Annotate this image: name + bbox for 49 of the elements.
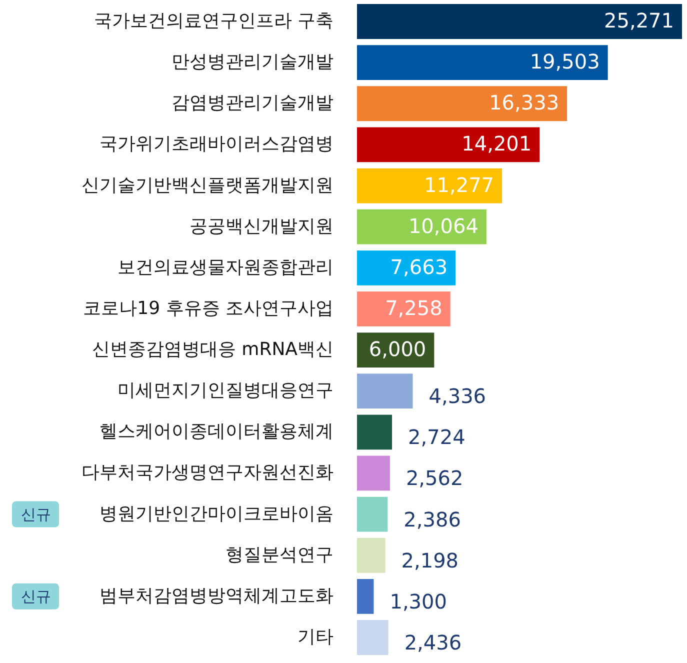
bar	[357, 250, 456, 286]
bar	[357, 456, 390, 491]
bar	[357, 374, 413, 409]
data-label: 2,198	[401, 548, 459, 572]
y-tick-label: 코로나19 후유증 조사연구사업	[83, 298, 334, 319]
y-tick-label: 신기술기반백신플랫폼개발지원	[82, 174, 334, 196]
text: 신규	[21, 505, 51, 524]
y-tick-label: 형질분석연구	[226, 544, 334, 566]
bar	[357, 4, 682, 39]
bar	[357, 496, 388, 532]
data-label: 11,277	[424, 172, 494, 197]
y-tick-label: 국가보건의료연구인프라 구축	[94, 10, 334, 32]
data-label: 7,663	[390, 254, 448, 279]
data-label: 2,436	[404, 630, 462, 654]
bar	[357, 292, 450, 326]
y-tick-label: 신변종감염병대응 mRNA백신	[92, 339, 334, 360]
bar	[357, 414, 392, 450]
bar	[357, 620, 388, 655]
bar	[357, 86, 568, 122]
data-label: 25,271	[604, 8, 674, 33]
y-tick-label: 미세먼지기인질병대응연구	[118, 380, 334, 402]
data-label: 14,201	[462, 132, 532, 156]
y-tick-label: 기타	[298, 626, 334, 648]
bar	[357, 127, 540, 162]
data-label: 6,000	[368, 337, 426, 362]
y-tick-label: 감염병관리기술개발	[172, 92, 334, 114]
bar	[357, 45, 608, 80]
bar	[357, 168, 502, 204]
data-label: 2,724	[408, 425, 466, 450]
y-tick-label: 만성병관리기술개발	[172, 52, 334, 73]
y-tick-label: 다부처국가생명연구자원선진화	[82, 462, 334, 484]
data-label: 16,333	[489, 90, 560, 115]
y-tick-label: 국가위기초래바이러스감염병	[100, 134, 334, 155]
data-label: 2,562	[406, 466, 464, 490]
data-label: 1,300	[390, 589, 447, 614]
y-tick-label: 헬스케어이종데이터활용체계	[100, 421, 334, 442]
y-tick-label: 범부처감염병방역체계고도화	[100, 585, 334, 606]
data-label: 10,064	[408, 214, 478, 238]
data-label: 19,503	[530, 50, 600, 74]
bar	[357, 578, 374, 614]
bar	[357, 538, 386, 573]
data-label: 7,258	[385, 296, 442, 320]
bar	[357, 209, 486, 244]
text: 신규	[21, 587, 51, 606]
y-tick-label: 공공백신개발지원	[190, 216, 334, 237]
data-label: 4,336	[428, 384, 486, 408]
y-tick-label: 보건의료생물자원종합관리	[118, 256, 334, 278]
y-tick-label: 병원기반인간마이크로바이옴	[100, 503, 334, 524]
data-label: 2,386	[404, 507, 461, 532]
